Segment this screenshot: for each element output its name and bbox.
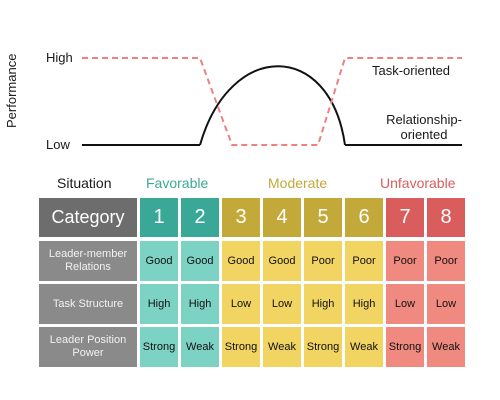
situation-number-8: 8 [427, 198, 465, 237]
table-cell: Poor [427, 241, 465, 281]
situation-number-7: 7 [386, 198, 424, 237]
row-header: Leader Position Power [39, 327, 137, 367]
table-cell: Strong [386, 327, 424, 367]
performance-graph [82, 57, 462, 146]
situation-number-3: 3 [222, 198, 260, 237]
table-cell: Low [263, 284, 301, 324]
table-cell: Strong [222, 327, 260, 367]
table-cell: Low [386, 284, 424, 324]
table-cell: Good [263, 241, 301, 281]
situation-number-5: 5 [304, 198, 342, 237]
unfavorable-label: Unfavorable [380, 175, 456, 191]
table-cell: High [304, 284, 342, 324]
table-cell: Weak [427, 327, 465, 367]
relationship-oriented-label: Relationship-oriented [386, 112, 462, 142]
table-cell: Poor [345, 241, 383, 281]
table-cell: Strong [140, 327, 178, 367]
situation-header-row: Situation Favorable Moderate Unfavorable [0, 175, 500, 195]
table-cell: Strong [304, 327, 342, 367]
category-header: Category [39, 198, 137, 237]
table-cell: Low [427, 284, 465, 324]
y-high-label: High [46, 50, 73, 65]
table-cell: High [345, 284, 383, 324]
contingency-table: Category 1 2 3 4 5 6 7 8 Leader-member Relations G… [39, 198, 465, 368]
table-cell: Good [140, 241, 178, 281]
table-cell: Low [222, 284, 260, 324]
situation-number-2: 2 [181, 198, 219, 237]
favorable-label: Favorable [146, 175, 209, 191]
table-cell: Good [222, 241, 260, 281]
y-axis-label: Performance [4, 53, 19, 128]
situation-number-1: 1 [140, 198, 178, 237]
relationship-oriented-curve [199, 65, 346, 146]
table-cell: Weak [181, 327, 219, 367]
table-cell: Poor [386, 241, 424, 281]
table-cell: Poor [304, 241, 342, 281]
table-cell: Weak [263, 327, 301, 367]
moderate-label: Moderate [268, 175, 328, 191]
situation-number-4: 4 [263, 198, 301, 237]
table-cell: Weak [345, 327, 383, 367]
row-header: Task Structure [39, 284, 137, 324]
table-cell: High [181, 284, 219, 324]
task-oriented-line [82, 57, 462, 146]
situation-number-6: 6 [345, 198, 383, 237]
task-oriented-label: Task-oriented [372, 63, 451, 78]
table-cell: Good [181, 241, 219, 281]
row-header: Leader-member Relations [39, 241, 137, 281]
situation-label: Situation [57, 175, 112, 191]
y-low-label: Low [46, 137, 70, 152]
table-cell: High [140, 284, 178, 324]
